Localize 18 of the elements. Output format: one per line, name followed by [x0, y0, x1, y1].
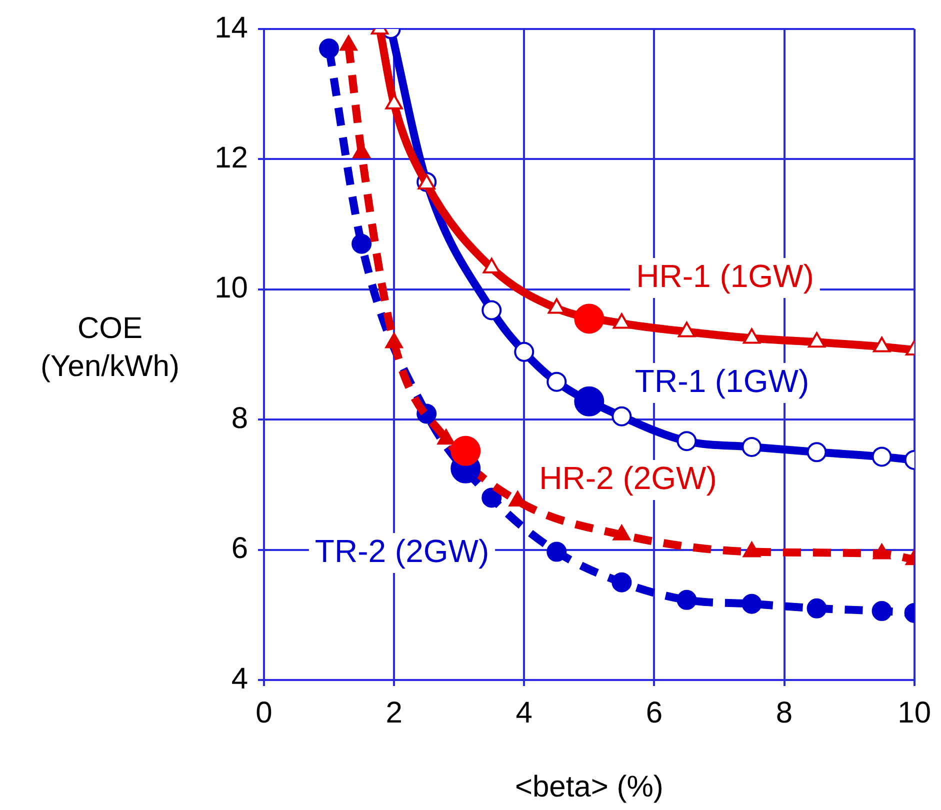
series-label: HR-1 (1GW): [636, 258, 814, 294]
y-axis-title: COE (Yen/kWh): [40, 311, 180, 385]
y-tick-label: 14: [214, 11, 248, 44]
x-axis-title: <beta> (%): [514, 770, 664, 804]
x-tick-label: 4: [516, 696, 532, 730]
x-tick-label: 2: [386, 696, 402, 730]
x-tick-label: 6: [646, 696, 663, 730]
x-tick-label: 10: [898, 696, 932, 730]
x-tick-label: 8: [776, 696, 793, 730]
series-label: TR-1 (1GW): [634, 362, 810, 399]
y-tick-label: 6: [231, 532, 248, 566]
series-label: TR-2 (2GW): [314, 532, 490, 569]
x-tick-label: 0: [256, 696, 272, 730]
y-tick-label: 10: [214, 272, 248, 305]
series-label: HR-2 (2GW): [539, 460, 717, 496]
y-tick-label: 4: [231, 662, 248, 696]
y-tick-label: 8: [231, 402, 248, 435]
y-tick-label: 12: [214, 141, 248, 174]
